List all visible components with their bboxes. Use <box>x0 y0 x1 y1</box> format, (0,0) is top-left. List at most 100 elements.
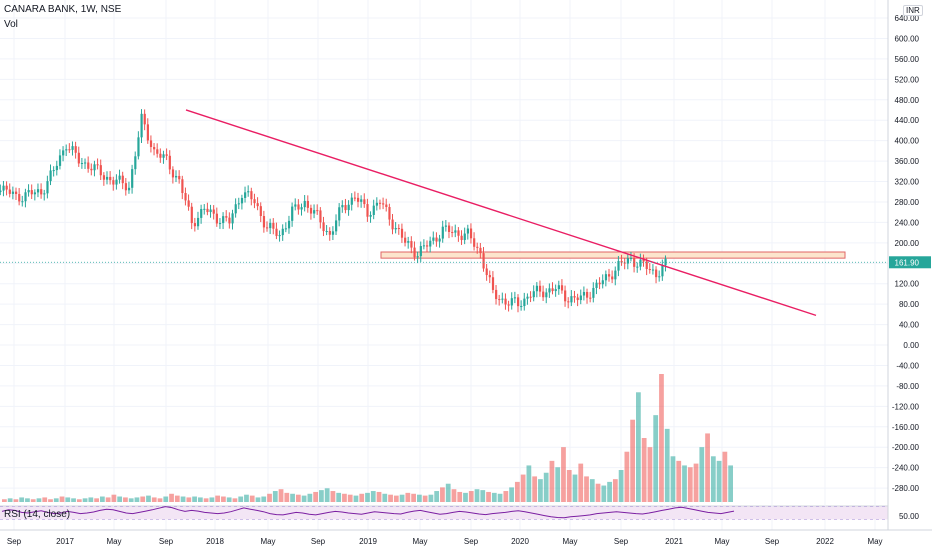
volume-bar <box>514 481 520 502</box>
candle-body <box>545 292 548 298</box>
x-tick-label: Sep <box>765 537 780 546</box>
candle-body <box>560 285 564 291</box>
candle-body <box>256 203 259 207</box>
candle-body <box>297 204 300 210</box>
candle-body <box>84 162 87 164</box>
x-tick-label: 2018 <box>206 537 224 546</box>
candle-body <box>623 262 626 264</box>
candle-body <box>77 152 80 164</box>
volume-bar <box>19 497 25 502</box>
y-tick-label: -200.00 <box>892 443 920 452</box>
volume-bar <box>180 496 186 502</box>
y-tick-label: 40.00 <box>899 321 920 330</box>
time-axis[interactable]: Sep 2017 May Sep 2018 May Sep 2019 May Sep 2020 May… <box>0 529 932 546</box>
candle-body <box>353 197 357 199</box>
candle-body <box>294 204 297 207</box>
trendline[interactable] <box>185 109 817 317</box>
volume-bar <box>561 447 566 502</box>
volume-bar <box>105 497 111 502</box>
candle-body <box>8 189 11 194</box>
x-tick-label: Sep <box>614 537 629 546</box>
candle-body <box>648 269 651 271</box>
volume-bar <box>134 497 140 502</box>
rsi-label[interactable]: RSI (14, close) <box>4 509 71 520</box>
candle-body <box>554 289 557 292</box>
volume-bar <box>290 493 295 502</box>
candle-body <box>664 258 667 266</box>
candle-body <box>372 205 375 215</box>
volume-bar <box>578 463 584 502</box>
y-tick-label: 640.00 <box>895 14 920 23</box>
volume-bar <box>301 495 307 502</box>
candle-body <box>507 304 510 306</box>
price-axis[interactable]: 640.00 600.00 560.00 520.00 480.00 440.00 400.… <box>887 0 920 530</box>
price-candles <box>0 109 667 313</box>
candle-body <box>407 241 410 243</box>
volume-bar <box>607 481 612 502</box>
candle-body <box>451 231 454 233</box>
volume-bar <box>618 470 624 502</box>
candle-body <box>510 298 513 306</box>
x-tick-label: 2021 <box>665 537 683 546</box>
volume-bar <box>584 476 589 502</box>
volume-bar <box>59 496 65 502</box>
candle-body <box>153 147 156 150</box>
candle-body <box>551 288 554 292</box>
candle-body <box>165 154 168 156</box>
candle-body <box>2 185 5 191</box>
candle-body <box>529 296 532 298</box>
chart-title[interactable]: CANARA BANK, 1W, NSE <box>4 4 122 15</box>
x-tick-label: May <box>412 537 427 546</box>
volume-bar <box>463 492 468 502</box>
x-tick-label: Sep <box>464 537 479 546</box>
y-tick-label: -160.00 <box>892 423 920 432</box>
candle-body <box>633 258 636 267</box>
candle-body <box>74 146 77 153</box>
volume-bar <box>359 493 365 502</box>
volume-bar <box>486 491 491 502</box>
y-tick-label: 240.00 <box>895 218 920 227</box>
candle-body <box>228 217 231 224</box>
y-tick-label: 560.00 <box>895 55 920 64</box>
y-tick-label: 520.00 <box>895 75 920 84</box>
x-tick-label: 2022 <box>816 537 834 546</box>
candle-body <box>438 238 441 242</box>
candle-body <box>473 238 476 247</box>
volume-bar <box>342 493 347 502</box>
candle-body <box>325 230 328 232</box>
candle-body <box>96 164 99 166</box>
volume-bar <box>716 460 722 502</box>
candle-body <box>240 197 244 204</box>
candle-body <box>661 265 664 277</box>
support-resistance-zone[interactable] <box>380 251 846 259</box>
volume-bar <box>520 474 526 502</box>
candle-body <box>491 277 495 290</box>
candle-body <box>27 190 30 193</box>
candle-body <box>71 146 74 150</box>
candle-body <box>259 206 262 217</box>
volume-bar <box>111 494 117 502</box>
candle-body <box>250 191 253 200</box>
candle-body <box>538 285 542 292</box>
x-tick-label: May <box>260 537 275 546</box>
volume-bar <box>25 498 30 502</box>
candle-body <box>658 276 661 278</box>
candle-body <box>604 274 608 281</box>
volume-bar <box>249 495 255 502</box>
candle-body <box>404 237 407 243</box>
candle-body <box>444 225 448 227</box>
candle-body <box>498 299 501 301</box>
y-tick-label: 320.00 <box>895 178 920 187</box>
currency-badge[interactable]: INR <box>903 5 923 16</box>
y-tick-label: -120.00 <box>892 402 920 411</box>
candle-body <box>306 200 309 208</box>
volume-bar <box>682 465 687 502</box>
volume-label[interactable]: Vol <box>4 19 18 30</box>
candle-body <box>501 298 504 300</box>
volume-bar <box>589 479 595 502</box>
volume-bar <box>491 492 497 502</box>
candle-body <box>513 297 517 299</box>
candle-body <box>187 200 190 207</box>
candle-body <box>375 202 379 206</box>
